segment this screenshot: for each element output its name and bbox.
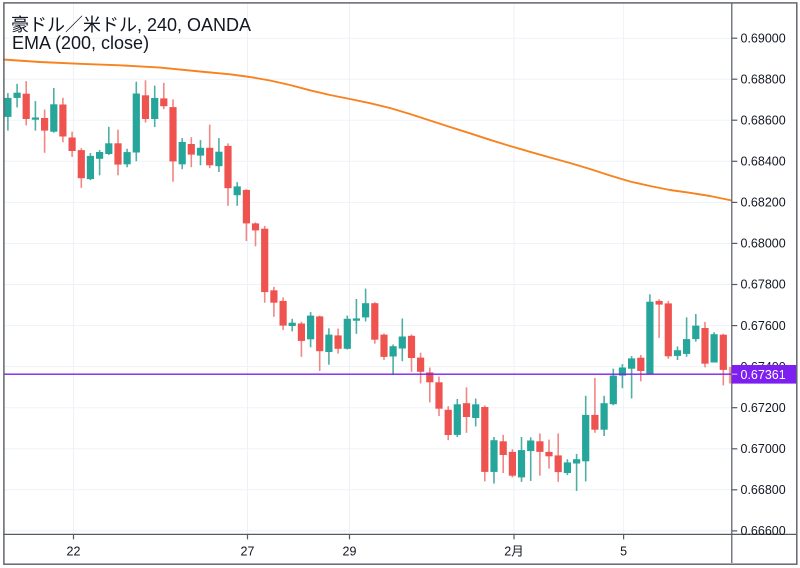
svg-text:0.68000: 0.68000 [741, 237, 786, 251]
svg-text:豪ドル／米ドル, 240, OANDA: 豪ドル／米ドル, 240, OANDA [11, 15, 251, 35]
svg-text:0.68400: 0.68400 [741, 155, 786, 169]
svg-text:EMA (200, close): EMA (200, close) [12, 33, 149, 53]
svg-text:0.67000: 0.67000 [741, 442, 786, 456]
svg-text:0.67600: 0.67600 [741, 319, 786, 333]
svg-text:22: 22 [67, 545, 81, 559]
svg-text:0.66800: 0.66800 [741, 483, 786, 497]
svg-text:0.69000: 0.69000 [741, 31, 786, 45]
svg-text:0.66600: 0.66600 [741, 524, 786, 538]
svg-text:2月: 2月 [504, 545, 523, 559]
svg-text:0.68200: 0.68200 [741, 196, 786, 210]
svg-text:0.67800: 0.67800 [741, 278, 786, 292]
svg-text:0.68600: 0.68600 [741, 113, 786, 127]
svg-text:27: 27 [241, 545, 255, 559]
svg-text:0.68800: 0.68800 [741, 72, 786, 86]
svg-text:5: 5 [620, 545, 627, 559]
svg-text:29: 29 [343, 545, 357, 559]
svg-text:0.67200: 0.67200 [741, 401, 786, 415]
svg-text:0.67361: 0.67361 [741, 368, 786, 382]
